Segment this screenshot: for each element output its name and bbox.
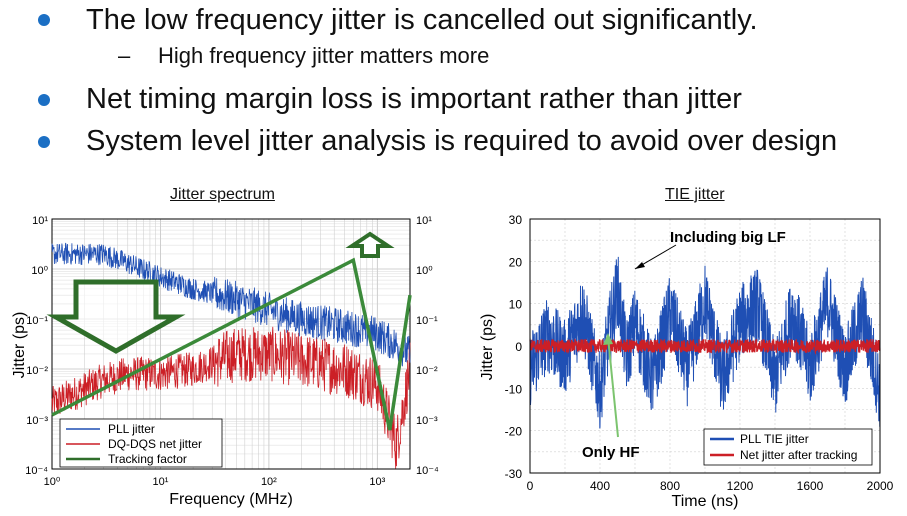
tie-ytick: -10 bbox=[505, 382, 523, 396]
annotation-arrowhead-lf bbox=[635, 262, 645, 269]
spectrum-ytick-right: 10¹ bbox=[416, 215, 432, 227]
legend-pll-tie: PLL TIE jitter bbox=[740, 432, 809, 446]
annotation-including-big-lf: Including big LF bbox=[670, 229, 786, 246]
spectrum-ytick-left: 10⁻² bbox=[26, 365, 48, 377]
net-jitter-line bbox=[529, 338, 881, 356]
tie-xtick: 800 bbox=[660, 479, 680, 493]
legend-tracking: Tracking factor bbox=[108, 452, 187, 466]
tie-title: TIE jitter bbox=[665, 186, 725, 203]
bullet-2: Net timing margin loss is important rath… bbox=[86, 83, 742, 115]
tie-ytick: 0 bbox=[515, 340, 522, 354]
tie-legend: PLL TIE jitter Net jitter after tracking bbox=[703, 428, 873, 466]
bullet-1: The low frequency jitter is cancelled ou… bbox=[86, 4, 758, 36]
annotation-arrow-hf bbox=[607, 336, 619, 438]
jitter-spectrum-chart: 10¹ 10¹ 10⁰ 10⁰ 10⁻¹ 10⁻¹ 10⁻² 10⁻² 10⁻³ 10⁻³ 10⁻⁴… bbox=[11, 215, 439, 508]
tie-ylabel: Jitter (ps) bbox=[480, 314, 496, 381]
pll-tie-jitter-line bbox=[529, 256, 881, 429]
spectrum-ytick-left: 10⁻³ bbox=[26, 415, 48, 427]
tie-xtick: 1200 bbox=[727, 479, 754, 493]
legend-net-jitter: Net jitter after tracking bbox=[740, 448, 857, 462]
tie-xtick: 2000 bbox=[867, 479, 894, 493]
spectrum-xtick: 10³ bbox=[369, 476, 385, 488]
spectrum-legend: PLL jitter DQ-DQS net jitter Tracking fa… bbox=[59, 418, 223, 468]
spectrum-title: Jitter spectrum bbox=[170, 186, 275, 203]
tie-xtick: 400 bbox=[590, 479, 610, 493]
tie-ytick: 20 bbox=[509, 255, 523, 269]
tie-ytick: -30 bbox=[505, 467, 523, 481]
spectrum-ytick-left: 10¹ bbox=[32, 215, 48, 227]
spectrum-ytick-right: 10⁰ bbox=[416, 265, 433, 277]
spectrum-ytick-left: 10⁻¹ bbox=[26, 315, 48, 327]
spectrum-ytick-right: 10⁻¹ bbox=[416, 315, 438, 327]
sub-bullet-dash: – bbox=[118, 43, 131, 68]
tie-xtick: 1600 bbox=[797, 479, 824, 493]
annotation-arrowhead-hf bbox=[603, 333, 613, 345]
down-arrow-shape bbox=[46, 279, 186, 354]
dq-dqs-net-jitter-line bbox=[51, 326, 411, 469]
up-arrow-shape bbox=[345, 231, 395, 258]
tie-ytick: 30 bbox=[509, 213, 523, 227]
tie-plot-frame bbox=[529, 218, 881, 474]
sub-bullet: High frequency jitter matters more bbox=[158, 43, 490, 68]
spectrum-xtick: 10¹ bbox=[152, 476, 168, 488]
tie-xtick: 0 bbox=[527, 479, 534, 493]
tracking-factor-line bbox=[51, 257, 412, 431]
spectrum-xtick: 10⁰ bbox=[44, 476, 61, 488]
tie-jitter-chart: 30 20 10 0 -10 -20 -30 0 400 800 1200 1600 2000 Incl… bbox=[480, 213, 894, 510]
bullet-dot-1 bbox=[38, 14, 50, 26]
spectrum-xlabel: Frequency (MHz) bbox=[169, 491, 293, 508]
legend-dq-dqs: DQ-DQS net jitter bbox=[108, 437, 202, 451]
spectrum-ytick-right: 10⁻² bbox=[416, 365, 438, 377]
pll-jitter-line bbox=[51, 242, 411, 367]
spectrum-ytick-left: 10⁻⁴ bbox=[25, 465, 48, 477]
bullet-dot-3 bbox=[38, 136, 50, 148]
spectrum-ytick-left: 10⁰ bbox=[31, 265, 48, 277]
annotation-only-hf: Only HF bbox=[582, 444, 640, 461]
bullet-3: System level jitter analysis is required… bbox=[86, 125, 838, 157]
spectrum-ytick-right: 10⁻³ bbox=[416, 415, 438, 427]
spectrum-ylabel: Jitter (ps) bbox=[11, 312, 28, 379]
spectrum-ytick-right: 10⁻⁴ bbox=[416, 465, 439, 477]
tie-ytick: 10 bbox=[509, 298, 523, 312]
tie-ytick: -20 bbox=[505, 425, 523, 439]
tie-xlabel: Time (ns) bbox=[672, 493, 739, 510]
spectrum-xtick: 10² bbox=[261, 476, 277, 488]
bullet-dot-2 bbox=[38, 94, 50, 106]
legend-pll-jitter: PLL jitter bbox=[108, 422, 155, 436]
